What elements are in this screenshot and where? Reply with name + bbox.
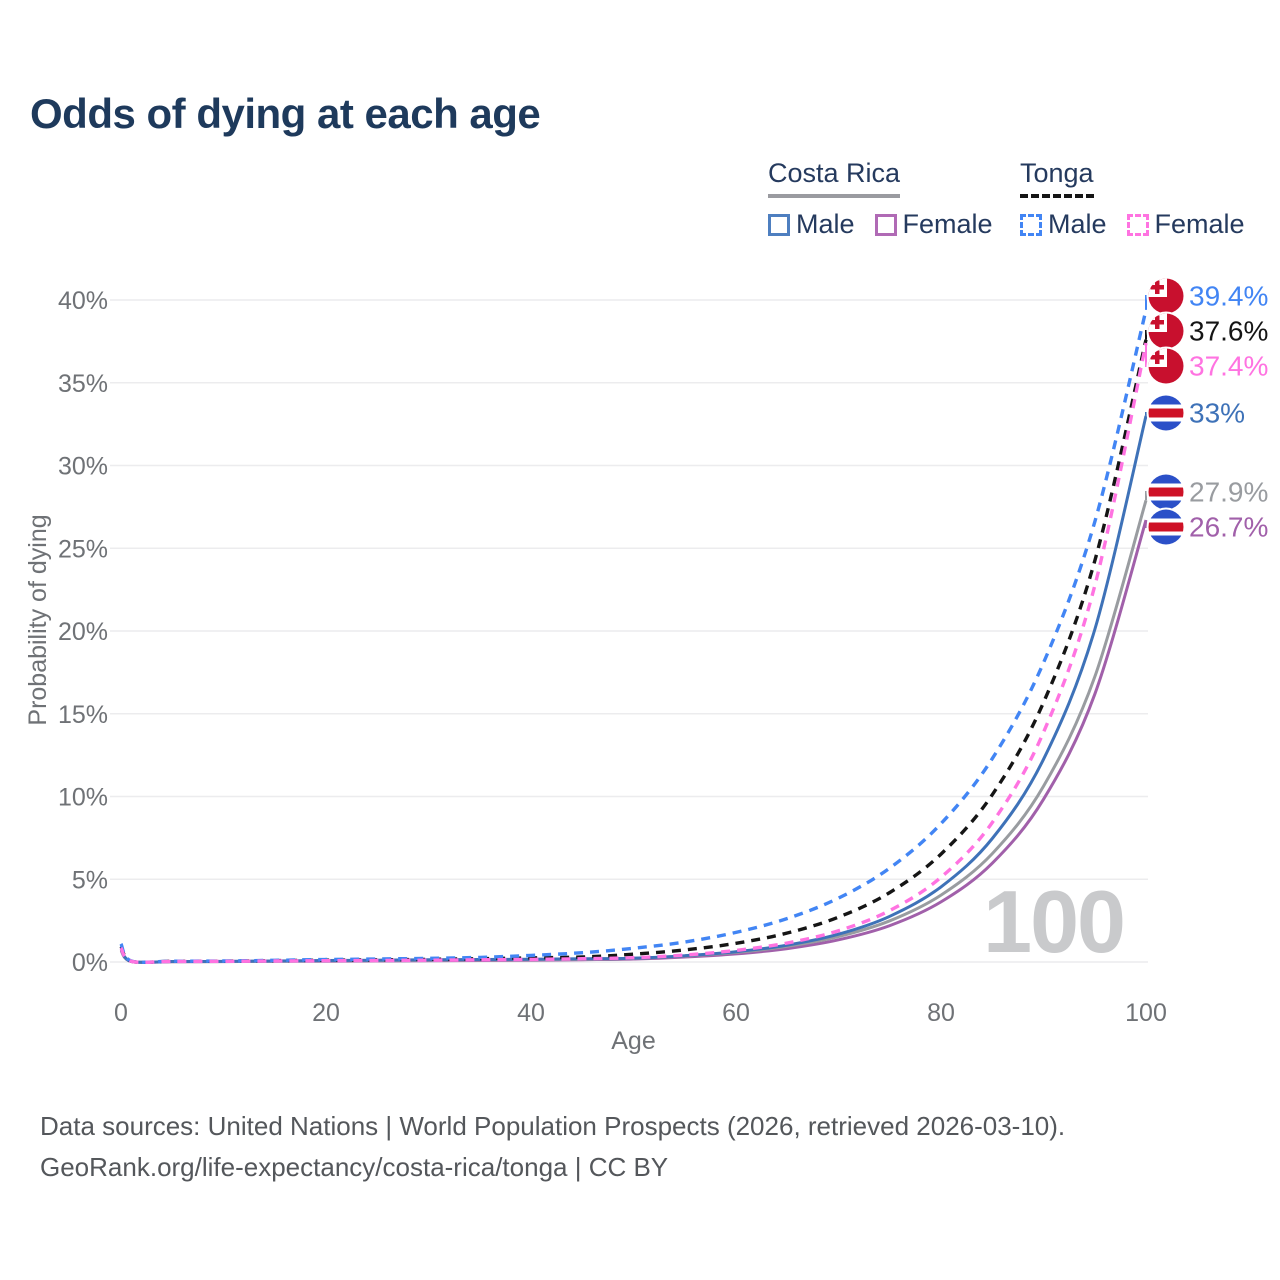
- end-value-label-costa-rica-male: 33%: [1189, 398, 1245, 429]
- legend-item-tonga-female[interactable]: Female: [1126, 209, 1245, 240]
- costa-rica-flag-icon: [1146, 393, 1186, 433]
- end-value-label-tonga-both-sexes: 37.6%: [1189, 316, 1268, 347]
- legend-header-tonga[interactable]: Tonga: [1020, 158, 1094, 198]
- x-tick-label: 60: [722, 999, 750, 1027]
- series-line-tonga-both-sexes[interactable]: [119, 339, 1148, 965]
- legend-swatch-costa-rica-male-icon: [768, 213, 790, 236]
- legend-label-tonga-female: Female: [1154, 209, 1245, 239]
- y-tick-label: 25%: [58, 535, 108, 563]
- end-value-label-tonga-female: 37.4%: [1189, 351, 1268, 382]
- legend-label-tonga-male: Male: [1048, 209, 1107, 239]
- legend-item-costa-rica-male[interactable]: Male: [768, 209, 855, 240]
- x-tick-label: 100: [1125, 999, 1167, 1027]
- x-axis-title: Age: [611, 1027, 655, 1055]
- page-title: Odds of dying at each age: [30, 90, 541, 137]
- footer: Data sources: United Nations | World Pop…: [40, 1106, 1065, 1188]
- y-tick-label: 40%: [58, 287, 108, 315]
- costa-rica-flag-icon: [1146, 472, 1186, 512]
- legend-label-costa-rica-male: Male: [796, 209, 855, 239]
- y-tick-label: 5%: [72, 866, 108, 894]
- legend-swatch-costa-rica-female-icon: [874, 213, 897, 236]
- x-tick-label: 80: [927, 999, 955, 1027]
- x-tick-label: 40: [517, 999, 545, 1027]
- y-tick-label: 35%: [58, 370, 108, 398]
- tonga-flag-icon: [1146, 346, 1186, 386]
- y-tick-label: 20%: [58, 618, 108, 646]
- y-tick-label: 0%: [72, 949, 108, 977]
- tonga-flag-icon: [1146, 276, 1186, 316]
- legend-item-costa-rica-female[interactable]: Female: [874, 209, 993, 240]
- end-value-label-tonga-male: 39.4%: [1189, 281, 1268, 312]
- y-tick-label: 15%: [58, 701, 108, 729]
- y-tick-label: 30%: [58, 453, 108, 481]
- age-watermark: 100: [983, 872, 1124, 971]
- legend-swatch-tonga-female-icon: [1126, 213, 1149, 236]
- end-value-label-costa-rica-both-sexes: 27.9%: [1189, 477, 1268, 508]
- costa-rica-flag-icon: [1146, 507, 1186, 547]
- legend-row-costa-rica: Male Female: [768, 209, 993, 240]
- y-tick-label: 10%: [58, 784, 108, 812]
- tonga-flag-icon: [1146, 311, 1186, 351]
- legend-group-costa-rica: Costa Rica Male Female: [768, 158, 993, 240]
- legend-item-tonga-male[interactable]: Male: [1020, 209, 1107, 240]
- legend-label-costa-rica-female: Female: [902, 209, 993, 239]
- y-axis-title: Probability of dying: [24, 514, 52, 725]
- legend-header-costa-rica[interactable]: Costa Rica: [768, 158, 901, 198]
- legend-row-tonga: Male Female: [1020, 209, 1245, 240]
- series-line-tonga-female[interactable]: [119, 342, 1148, 965]
- x-tick-label: 0: [114, 999, 128, 1027]
- end-value-label-costa-rica-female: 26.7%: [1189, 512, 1268, 543]
- footer-attribution-link[interactable]: GeoRank.org/life-expectancy/costa-rica/t…: [40, 1152, 669, 1182]
- x-tick-label: 20: [312, 999, 340, 1027]
- footer-data-sources: Data sources: United Nations | World Pop…: [40, 1111, 1066, 1141]
- legend-group-tonga: Tonga Male Female: [1020, 158, 1245, 240]
- legend-swatch-tonga-male-icon: [1020, 213, 1042, 236]
